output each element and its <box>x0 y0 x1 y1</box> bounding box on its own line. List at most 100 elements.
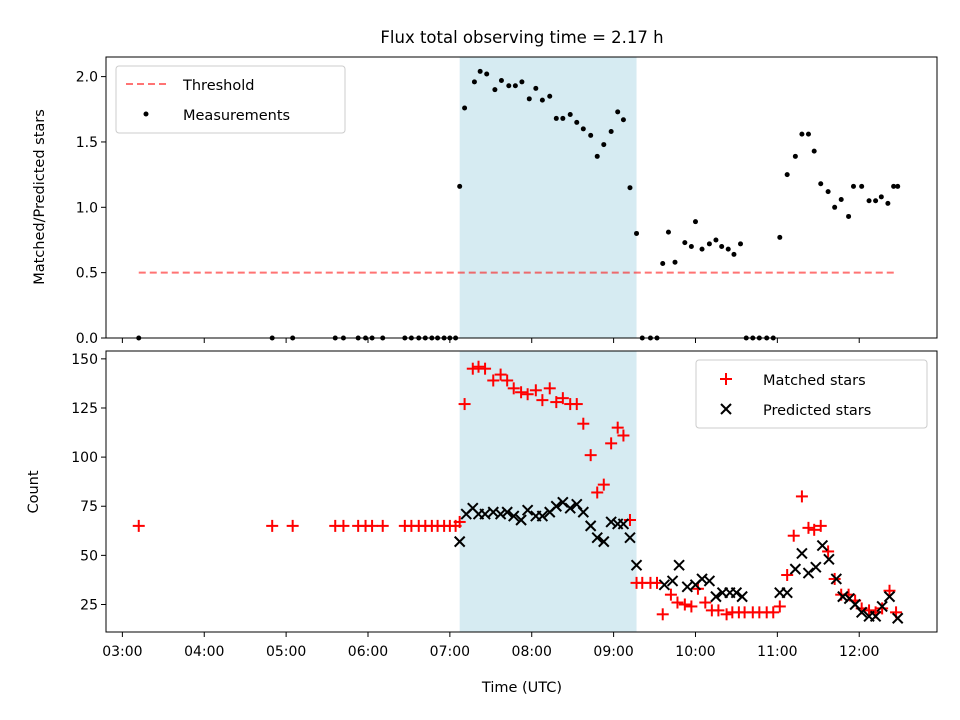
x-tick-label: 08:00 <box>512 644 552 660</box>
top-plot-frame <box>105 56 938 339</box>
matched-point <box>828 572 841 585</box>
measurement-point <box>567 112 573 118</box>
predicted-point <box>515 514 527 526</box>
measurement-point <box>620 117 626 123</box>
measurement-point <box>895 183 901 189</box>
measurement-point <box>492 87 498 93</box>
top-highlight-span <box>459 57 637 338</box>
measurement-point <box>731 251 737 257</box>
predicted-point <box>883 590 896 603</box>
measurement-point <box>627 185 633 191</box>
x-tick-label: 09:00 <box>593 644 633 660</box>
measurement-point <box>832 204 838 210</box>
matched-point <box>570 398 583 411</box>
measurement-point <box>811 148 817 154</box>
legend-matched-label: Matched stars <box>763 373 866 389</box>
matched-point <box>781 569 794 582</box>
measurement-point <box>462 105 468 111</box>
predicted-point <box>508 510 520 522</box>
predicted-point <box>501 506 513 518</box>
predicted-point <box>710 590 722 603</box>
predicted-point <box>577 506 590 518</box>
measurement-point <box>553 115 559 121</box>
y-tick-label: 1.5 <box>76 135 98 151</box>
matched-point <box>266 519 279 532</box>
matched-point <box>286 519 299 532</box>
matched-point <box>479 362 492 375</box>
predicted-point <box>591 531 603 544</box>
measurement-point <box>699 246 705 252</box>
measurement-point <box>672 259 678 265</box>
measurement-point <box>526 96 532 102</box>
predicted-point <box>494 508 507 520</box>
matched-point <box>507 382 520 395</box>
measurement-point <box>792 153 798 159</box>
matched-point <box>494 368 507 381</box>
measurement-point <box>799 131 805 137</box>
x-tick-label: 03:00 <box>102 644 142 660</box>
measurement-point <box>512 83 518 89</box>
x-tick-label: 11:00 <box>757 644 797 660</box>
bottom-legend-frame <box>695 359 928 429</box>
measurement-point <box>588 132 594 138</box>
matched-point <box>720 608 733 621</box>
matched-point <box>617 429 630 442</box>
legend-predicted-label: Predicted stars <box>763 403 871 419</box>
bottom-x-axis: 03:00 04:00 05:00 06:00 07:00 08:00 09:00 10:00… <box>102 632 879 660</box>
predicted-point <box>789 563 802 575</box>
bottom-legend: Matched stars Predicted stars <box>695 359 928 429</box>
legend-measurements-label: Measurements <box>183 108 290 124</box>
matched-point <box>487 374 500 387</box>
measurement-point <box>719 244 725 250</box>
matched-point <box>802 521 815 534</box>
matched-point <box>814 519 827 532</box>
matched-point <box>521 388 534 401</box>
matched-point <box>678 598 691 611</box>
matched-point <box>767 606 780 619</box>
predicted-point <box>624 531 636 544</box>
ratio-panel: 0.00.51.01.52.0 Matched/Predicted stars … <box>32 56 938 347</box>
measurement-point <box>471 79 477 85</box>
matched-point <box>453 515 466 528</box>
predicted-point <box>696 573 708 585</box>
measurement-point <box>498 78 504 84</box>
measurement-point <box>519 79 525 85</box>
measurement-point <box>891 183 897 189</box>
x-axis-label: Time (UTC) <box>481 680 562 696</box>
measurement-point <box>859 183 865 189</box>
matched-point <box>376 519 389 532</box>
predicted-point <box>703 575 716 587</box>
matched-point <box>458 398 471 411</box>
matched-point <box>132 519 145 532</box>
matched-point <box>366 519 379 532</box>
measurement-point <box>594 153 600 159</box>
predicted-point <box>557 496 569 509</box>
bottom-plot-frame <box>105 350 938 633</box>
predicted-point <box>536 510 549 522</box>
matched-points <box>132 360 903 621</box>
x-tick-label: 10:00 <box>675 644 715 660</box>
measurement-point <box>539 97 545 103</box>
y-tick-label: 25 <box>80 597 98 613</box>
y-tick-label: 0.0 <box>76 331 98 347</box>
matched-point <box>712 604 725 617</box>
matched-point <box>773 600 786 613</box>
matched-point <box>691 582 704 595</box>
measurement-point <box>608 128 614 134</box>
predicted-point <box>837 590 849 603</box>
x-tick-label: 12:00 <box>839 644 879 660</box>
measurement-point <box>506 83 512 89</box>
matched-point <box>466 362 479 375</box>
matched-point <box>883 584 896 597</box>
matched-point <box>472 360 485 373</box>
x-tick-label: 04:00 <box>184 644 224 660</box>
matched-point <box>577 417 590 430</box>
measurement-point <box>477 68 483 74</box>
measurement-point <box>574 119 580 125</box>
predicted-point <box>598 535 610 548</box>
x-tick-label: 07:00 <box>430 644 470 660</box>
predicted-point <box>630 559 643 571</box>
measurement-point <box>457 183 463 189</box>
matched-point <box>501 374 514 387</box>
measurement-point <box>634 230 640 236</box>
